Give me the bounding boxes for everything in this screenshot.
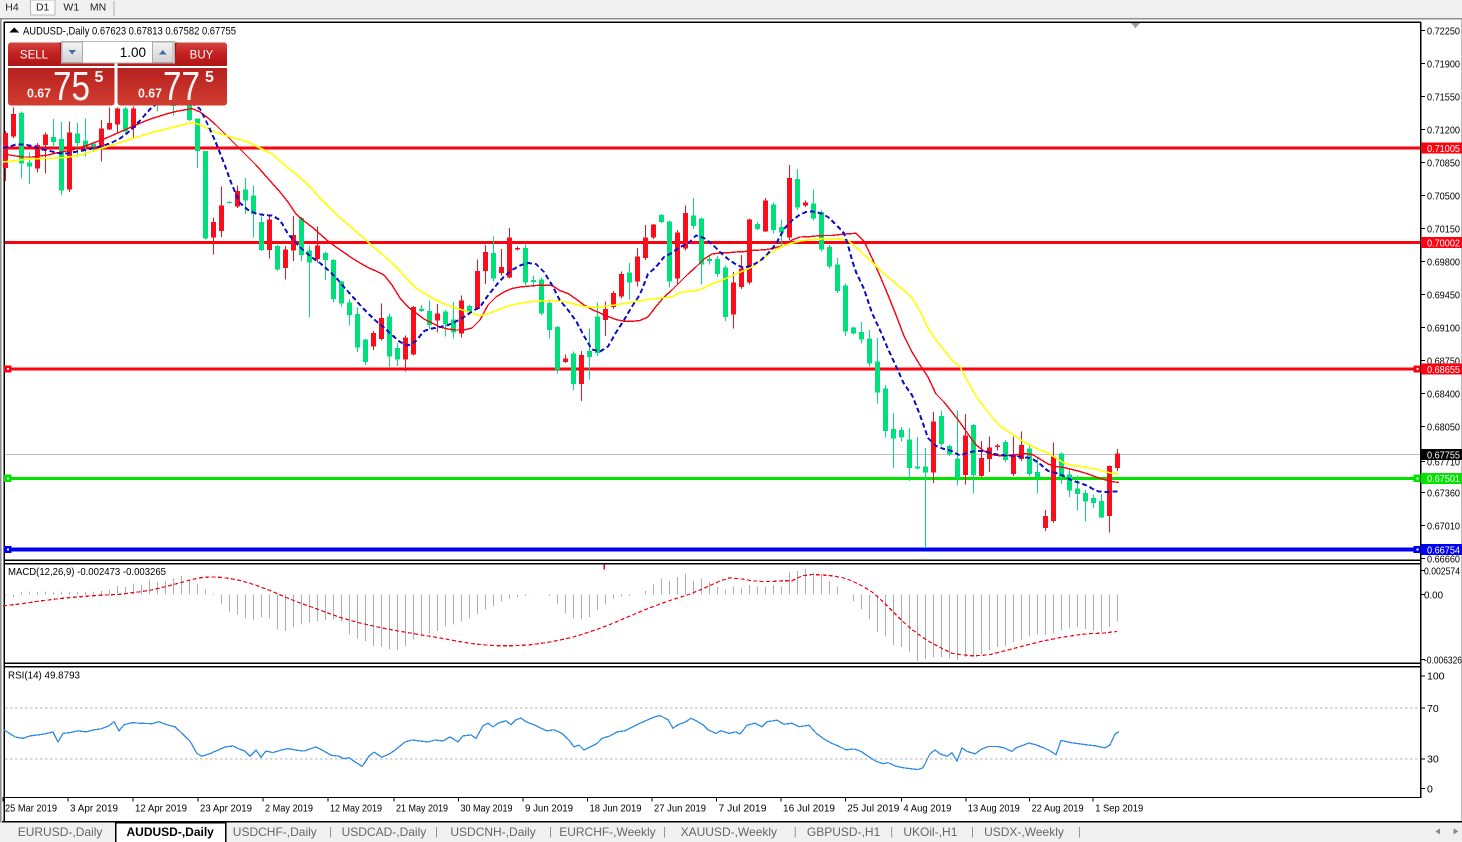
svg-text:100: 100 (1427, 671, 1445, 683)
svg-text:0.71200: 0.71200 (1427, 124, 1460, 136)
svg-text:30 May 2019: 30 May 2019 (461, 803, 513, 815)
svg-text:0.70150: 0.70150 (1427, 223, 1460, 235)
svg-text:0.71005: 0.71005 (1427, 143, 1460, 155)
svg-text:18 Jun 2019: 18 Jun 2019 (590, 803, 642, 815)
svg-text:0.70002: 0.70002 (1427, 237, 1460, 249)
svg-text:0.70500: 0.70500 (1427, 190, 1460, 202)
svg-text:|: | (971, 826, 974, 838)
svg-text:USDX-,Weekly: USDX-,Weekly (984, 825, 1064, 839)
svg-text:EURUSD-,Daily: EURUSD-,Daily (18, 825, 103, 839)
svg-text:2 May 2019: 2 May 2019 (265, 803, 313, 815)
svg-text:70: 70 (1427, 703, 1439, 715)
svg-text:12 Apr 2019: 12 Apr 2019 (135, 803, 187, 815)
svg-text:0.67501: 0.67501 (1427, 473, 1460, 485)
svg-text:MACD(12,26,9) -0.002473 -0.003: MACD(12,26,9) -0.002473 -0.003265 (8, 566, 166, 578)
svg-text:MN: MN (90, 2, 106, 14)
svg-text:|: | (663, 826, 666, 838)
svg-text:0.69800: 0.69800 (1427, 256, 1460, 268)
svg-text:|: | (890, 826, 893, 838)
svg-text:0.68050: 0.68050 (1427, 421, 1460, 433)
svg-text:0.69100: 0.69100 (1427, 322, 1460, 334)
svg-text:USDCHF-,Daily: USDCHF-,Daily (233, 825, 317, 839)
svg-text:0.002574: 0.002574 (1424, 565, 1460, 577)
svg-text:|: | (549, 826, 552, 838)
svg-text:7 Jul 2019: 7 Jul 2019 (719, 803, 767, 815)
svg-text:0.67755: 0.67755 (1427, 449, 1460, 461)
svg-text:0.66754: 0.66754 (1427, 544, 1460, 556)
svg-text:0.67: 0.67 (27, 86, 51, 101)
svg-text:9 Jun 2019: 9 Jun 2019 (525, 803, 573, 815)
svg-text:W1: W1 (63, 2, 79, 14)
svg-text:0.00: 0.00 (1424, 589, 1443, 601)
svg-text:|: | (794, 826, 797, 838)
svg-text:AUDUSD-,Daily: AUDUSD-,Daily (127, 825, 215, 839)
svg-text:4 Aug 2019: 4 Aug 2019 (903, 803, 951, 815)
svg-text:0.68655: 0.68655 (1427, 364, 1460, 376)
svg-text:1 Sep 2019: 1 Sep 2019 (1095, 803, 1143, 815)
svg-text:13 Aug 2019: 13 Aug 2019 (968, 803, 1020, 815)
svg-text:|: | (329, 826, 332, 838)
svg-text:0.70850: 0.70850 (1427, 157, 1460, 169)
svg-text:0.69450: 0.69450 (1427, 289, 1460, 301)
svg-text:27 Jun 2019: 27 Jun 2019 (654, 803, 706, 815)
svg-text:0.67: 0.67 (138, 86, 162, 101)
svg-text:|: | (1078, 826, 1081, 838)
svg-text:3 Apr 2019: 3 Apr 2019 (70, 803, 118, 815)
svg-text:EURCHF-,Weekly: EURCHF-,Weekly (559, 825, 655, 839)
svg-text:AUDUSD-,Daily 0.67623 0.67813: AUDUSD-,Daily 0.67623 0.67813 0.67582 0.… (23, 26, 236, 38)
svg-text:0.68400: 0.68400 (1427, 388, 1460, 400)
svg-text:SELL: SELL (20, 50, 49, 62)
svg-text:0.72250: 0.72250 (1427, 25, 1460, 37)
svg-text:22 Aug 2019: 22 Aug 2019 (1032, 803, 1084, 815)
svg-text:-0.006326: -0.006326 (1424, 654, 1462, 666)
svg-text:BUY: BUY (190, 50, 214, 62)
svg-text:UKOil-,H1: UKOil-,H1 (903, 825, 957, 839)
svg-text:77: 77 (163, 63, 200, 109)
svg-text:H4: H4 (5, 2, 19, 14)
svg-text:30: 30 (1427, 754, 1439, 766)
svg-text:25 Jul 2019: 25 Jul 2019 (847, 803, 899, 815)
svg-text:USDCAD-,Daily: USDCAD-,Daily (342, 825, 427, 839)
svg-text:25 Mar 2019: 25 Mar 2019 (5, 803, 57, 815)
svg-text:75: 75 (53, 63, 90, 109)
svg-text:0.67360: 0.67360 (1427, 487, 1460, 499)
svg-text:5: 5 (205, 69, 214, 86)
svg-text:12 May 2019: 12 May 2019 (330, 803, 382, 815)
svg-text:GBPUSD-,H1: GBPUSD-,H1 (807, 825, 881, 839)
svg-text:USDCNH-,Daily: USDCNH-,Daily (450, 825, 535, 839)
svg-text:5: 5 (95, 69, 104, 86)
svg-text:|: | (435, 826, 438, 838)
svg-text:D1: D1 (36, 2, 50, 14)
svg-text:21 May 2019: 21 May 2019 (396, 803, 448, 815)
svg-text:0.71900: 0.71900 (1427, 58, 1460, 70)
svg-text:RSI(14) 49.8793: RSI(14) 49.8793 (8, 670, 80, 682)
svg-text:0.71550: 0.71550 (1427, 91, 1460, 103)
svg-text:0: 0 (1427, 784, 1433, 796)
svg-text:1.00: 1.00 (120, 45, 146, 60)
svg-text:XAUUSD-,Weekly: XAUUSD-,Weekly (681, 825, 777, 839)
svg-text:16 Jul 2019: 16 Jul 2019 (783, 803, 835, 815)
svg-text:0.67010: 0.67010 (1427, 520, 1460, 532)
svg-text:0.66660: 0.66660 (1427, 553, 1460, 565)
svg-text:23 Apr 2019: 23 Apr 2019 (200, 803, 252, 815)
